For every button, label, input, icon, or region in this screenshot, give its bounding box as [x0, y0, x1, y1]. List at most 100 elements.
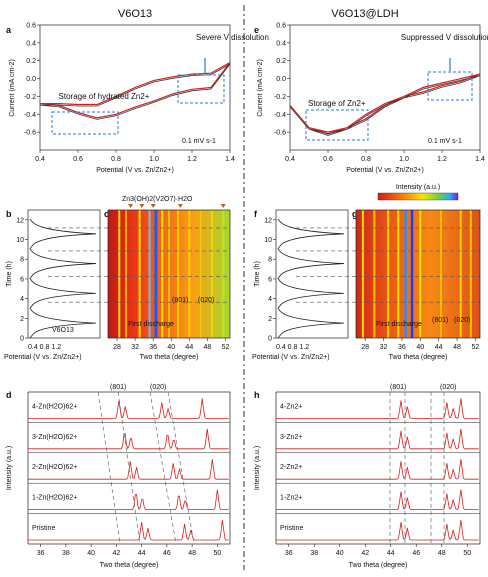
a-ytick-label: 0.6: [26, 23, 36, 30]
g-xtick-label: 52: [472, 344, 480, 351]
d-shift-guide: [149, 391, 177, 545]
h-xrd-pattern: [276, 459, 479, 480]
h-xtick-label: 46: [412, 550, 420, 557]
box-zn-storage: [305, 109, 369, 141]
h-xtick-label: 40: [336, 550, 344, 557]
note-zn-storage: Storage of Zn2+: [308, 99, 366, 108]
xlabel-c: Two theta (degree): [140, 354, 199, 361]
left-title: V6O13: [118, 8, 152, 20]
h-peak1: (801): [390, 384, 406, 391]
d-xtick-label: 48: [188, 550, 196, 557]
g-diffraction-line: [387, 210, 390, 338]
d-row-label: 4-Zn(H2O)62+: [32, 403, 77, 410]
h-row-label: 1-Zn2+: [280, 495, 302, 502]
h-row-label: Pristine: [280, 525, 303, 532]
c-xtick-label: 28: [113, 344, 121, 351]
ylabel-f: Time (h): [254, 261, 261, 287]
cv-curve-a-2: [39, 63, 231, 120]
h-xtick-label: 38: [310, 550, 318, 557]
d-xtick-label: 40: [87, 550, 95, 557]
g-first-discharge: First discharge: [376, 321, 422, 328]
d-xrd-pattern: [28, 489, 229, 511]
c-xtick-label: 52: [222, 344, 230, 351]
a-xtick-label: 1.4: [225, 156, 235, 163]
xlabel-f: Potential (V vs. Zn/Zn2+): [252, 354, 330, 361]
xlabel-h: Two theta (degree): [349, 562, 408, 569]
axes-f: [275, 209, 349, 339]
b-ytick-label: 8: [20, 257, 24, 264]
c-diffraction-line: [222, 210, 225, 338]
gcd-curve-f: [277, 218, 345, 339]
a-ytick-label: -0.6: [24, 130, 36, 137]
d-xtick-label: 38: [62, 550, 70, 557]
d-xtick-label: 46: [163, 550, 171, 557]
box-v-dissolution: [177, 74, 225, 104]
a-xtick-label: 0.8: [111, 156, 121, 163]
g-peak1: (801): [432, 317, 448, 324]
c-first-discharge: First discharge: [128, 321, 174, 328]
e-ytick-label: 0.4: [276, 40, 286, 47]
c-phase-marker: [150, 204, 156, 208]
xtick-f: 0.4 0.8 1.2: [276, 344, 309, 351]
b-ytick-label: 10: [16, 237, 24, 244]
a-xtick-label: 0.6: [73, 156, 83, 163]
d-xrd-pattern: [28, 519, 229, 541]
b-ytick-label: 0: [20, 336, 24, 343]
h-xrd-pattern: [276, 489, 479, 510]
box-hydrated-zn: [51, 111, 119, 135]
g-diffraction-line: [410, 210, 414, 338]
e-xtick-label: 1.0: [399, 156, 409, 163]
g-diffraction-line: [469, 210, 472, 338]
b-ytick-label: 12: [16, 217, 24, 224]
g-xtick-label: 44: [435, 344, 443, 351]
panel-label-e: e: [254, 25, 259, 35]
d-shift-guide: [167, 391, 195, 545]
f-ytick-label: 4: [268, 296, 272, 303]
panel-label-h: h: [254, 390, 260, 400]
c-xtick-label: 32: [131, 344, 139, 351]
g-diffraction-line: [397, 210, 400, 338]
panel-label-a: a: [6, 25, 12, 35]
h-xrd-pattern: [276, 398, 479, 419]
f-ytick-label: 2: [268, 316, 272, 323]
h-row-label: 3-Zn2+: [280, 434, 302, 441]
panel-label-f: f: [254, 209, 258, 219]
g-diffraction-line: [404, 210, 407, 338]
d-row-label: 3-Zn(H2O)62+: [32, 434, 77, 441]
note-v-dissolution: Severe V dissolution: [196, 33, 269, 42]
b-ytick-label: 4: [20, 296, 24, 303]
axes-e: [289, 24, 481, 151]
cv-curve-e-2: [289, 75, 481, 136]
g-diffraction-line: [459, 210, 462, 338]
c-diffraction-line: [199, 210, 202, 338]
f-ytick-label: 12: [264, 217, 272, 224]
g-diffraction-line: [361, 210, 364, 338]
axes-c: [107, 209, 231, 339]
e-xtick-label: 1.4: [475, 156, 485, 163]
a-ytick-label: -0.4: [24, 112, 36, 119]
c-peak2: (020): [198, 297, 214, 304]
g-xtick-label: 48: [453, 344, 461, 351]
c-xtick-label: 36: [149, 344, 157, 351]
d-peak2: (020): [150, 384, 166, 391]
c-diffraction-line: [148, 210, 151, 338]
d-row-label: 1-Zn(H2O)62+: [32, 495, 77, 502]
c-diffraction-line: [154, 210, 158, 338]
xlabel-d: Two theta (degree): [100, 562, 159, 569]
e-ytick-label: -0.2: [274, 94, 286, 101]
c-phase-marker: [139, 204, 145, 208]
box-suppressed: [427, 71, 473, 101]
h-peak2: (020): [440, 384, 456, 391]
rate-e: 0.1 mV s-1: [428, 138, 462, 145]
ylabel-e: Current (mA cm-2): [257, 59, 264, 117]
axes-a: [39, 24, 231, 151]
ylabel-d: Intensity (a.u.): [6, 446, 13, 490]
e-ytick-label: -0.6: [274, 130, 286, 137]
c-diffraction-line: [161, 210, 164, 338]
g-xtick-label: 40: [416, 344, 424, 351]
d-xrd-pattern: [28, 459, 229, 480]
h-xtick-label: 42: [361, 550, 369, 557]
heatmap-g-bg: [356, 210, 480, 338]
g-intensity-label: Intensity (a.u.): [396, 184, 440, 191]
d-row-label: 2-Zn(H2O)62+: [32, 464, 77, 471]
